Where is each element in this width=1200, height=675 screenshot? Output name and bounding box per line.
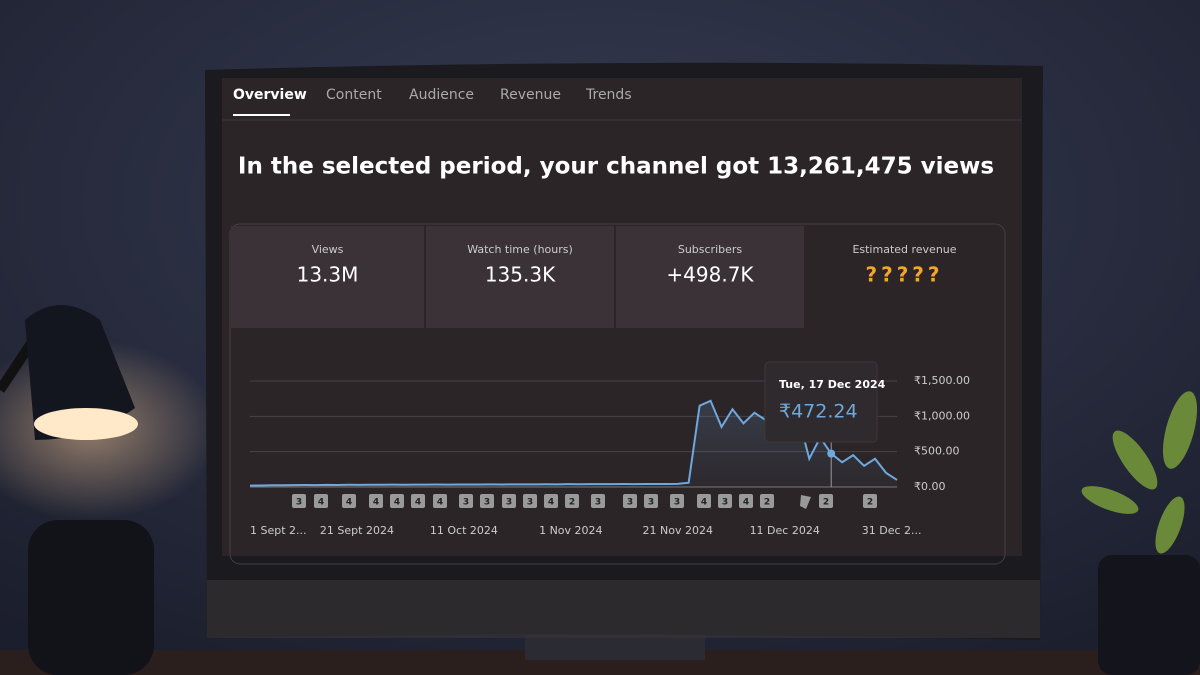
lamp-base	[28, 520, 154, 675]
video-marker-label: 4	[437, 498, 443, 508]
metric-value: +498.7K	[666, 263, 754, 287]
video-marker-label: 4	[373, 498, 379, 508]
metric-label: Watch time (hours)	[467, 243, 573, 256]
metric-label: Estimated revenue	[852, 243, 956, 256]
video-marker-label: 2	[867, 498, 873, 508]
tab[interactable]: Trends	[585, 87, 632, 103]
metric-card[interactable]	[426, 226, 614, 328]
tab-underline	[233, 114, 290, 116]
video-marker-label: 3	[484, 498, 490, 508]
tooltip	[764, 361, 878, 443]
video-marker-label: 4	[415, 498, 421, 508]
tooltip-date: Tue, 17 Dec 2024	[779, 378, 886, 391]
metric-value: ?????	[865, 263, 943, 287]
video-marker[interactable]	[760, 494, 774, 508]
monitor-chin	[207, 580, 1040, 638]
video-marker[interactable]	[565, 494, 579, 508]
plant-leaves	[1081, 391, 1198, 554]
tab[interactable]: Content	[326, 87, 382, 103]
tab[interactable]: Audience	[409, 87, 474, 103]
video-marker-label: 3	[506, 498, 512, 508]
video-marker-label: 3	[674, 498, 680, 508]
x-tick-label: 31 Dec 2...	[862, 524, 922, 537]
video-marker[interactable]	[591, 494, 605, 508]
video-marker[interactable]	[480, 494, 494, 508]
video-marker-label: 2	[764, 498, 770, 508]
video-marker-label: 2	[569, 498, 575, 508]
shorts-icon[interactable]	[800, 495, 811, 509]
video-marker[interactable]	[342, 494, 356, 508]
tab-bar: Overview Content Audience Revenue Trends	[233, 87, 632, 116]
line-area	[250, 400, 897, 487]
lamp-bulb	[34, 408, 138, 440]
metric-card[interactable]	[616, 226, 804, 328]
video-marker-label: 4	[346, 498, 352, 508]
revenue-chart: ₹0.00 ₹500.00 ₹1,000.00 ₹1,500.00 1 Sept 2..…	[249, 361, 970, 537]
y-tick-label: ₹500.00	[914, 445, 960, 458]
video-marker-label: 3	[527, 498, 533, 508]
video-marker[interactable]	[523, 494, 537, 508]
video-marker[interactable]	[739, 494, 753, 508]
video-marker-label: 3	[296, 498, 302, 508]
video-marker[interactable]	[544, 494, 558, 508]
plant-pot	[1098, 555, 1200, 675]
video-marker-label: 4	[743, 498, 749, 508]
tab[interactable]: Overview	[233, 87, 307, 103]
headline: In the selected period, your channel got…	[238, 154, 994, 180]
video-marker-label: 2	[823, 498, 829, 508]
lamp-head	[25, 305, 135, 440]
hover-point	[827, 449, 836, 458]
video-marker-label: 4	[548, 498, 554, 508]
video-marker[interactable]	[670, 494, 684, 508]
video-marker-label: 4	[701, 498, 707, 508]
x-tick-label: 11 Dec 2024	[750, 524, 820, 537]
tooltip-value: ₹472.24	[779, 401, 858, 423]
video-marker[interactable]	[863, 494, 877, 508]
metric-value: 13.3M	[297, 263, 359, 287]
x-tick-label: 21 Nov 2024	[643, 524, 713, 537]
video-marker[interactable]	[292, 494, 306, 508]
video-marker[interactable]	[433, 494, 447, 508]
x-tick-label: 1 Sept 2...	[250, 524, 307, 537]
tab[interactable]: Revenue	[500, 87, 561, 103]
metric-label: Subscribers	[678, 243, 743, 256]
summary-panel	[229, 223, 1006, 565]
metric-label: Views	[312, 243, 344, 256]
video-marker[interactable]	[644, 494, 658, 508]
video-marker[interactable]	[623, 494, 637, 508]
video-marker-label: 3	[595, 498, 601, 508]
y-tick-label: ₹1,000.00	[914, 409, 970, 422]
video-marker[interactable]	[390, 494, 404, 508]
video-marker[interactable]	[411, 494, 425, 508]
video-marker-label: 4	[318, 498, 324, 508]
x-tick-label: 11 Oct 2024	[430, 524, 498, 537]
video-marker-label: 4	[394, 498, 400, 508]
video-marker[interactable]	[369, 494, 383, 508]
x-tick-label: 21 Sept 2024	[320, 524, 394, 537]
video-marker-label: 3	[648, 498, 654, 508]
video-marker-label: 3	[463, 498, 469, 508]
video-marker[interactable]	[502, 494, 516, 508]
video-marker[interactable]	[697, 494, 711, 508]
video-marker[interactable]	[314, 494, 328, 508]
y-tick-label: ₹1,500.00	[914, 374, 970, 387]
metric-value: 135.3K	[485, 263, 556, 287]
x-tick-label: 1 Nov 2024	[539, 524, 602, 537]
video-marker[interactable]	[459, 494, 473, 508]
y-tick-label: ₹0.00	[914, 480, 946, 493]
metric-cards: Views 13.3M Watch time (hours) 135.3K Subscr…	[231, 226, 957, 328]
video-marker[interactable]	[819, 494, 833, 508]
video-marker[interactable]	[718, 494, 732, 508]
video-marker-label: 3	[627, 498, 633, 508]
metric-card[interactable]	[231, 226, 424, 328]
video-marker-label: 3	[722, 498, 728, 508]
